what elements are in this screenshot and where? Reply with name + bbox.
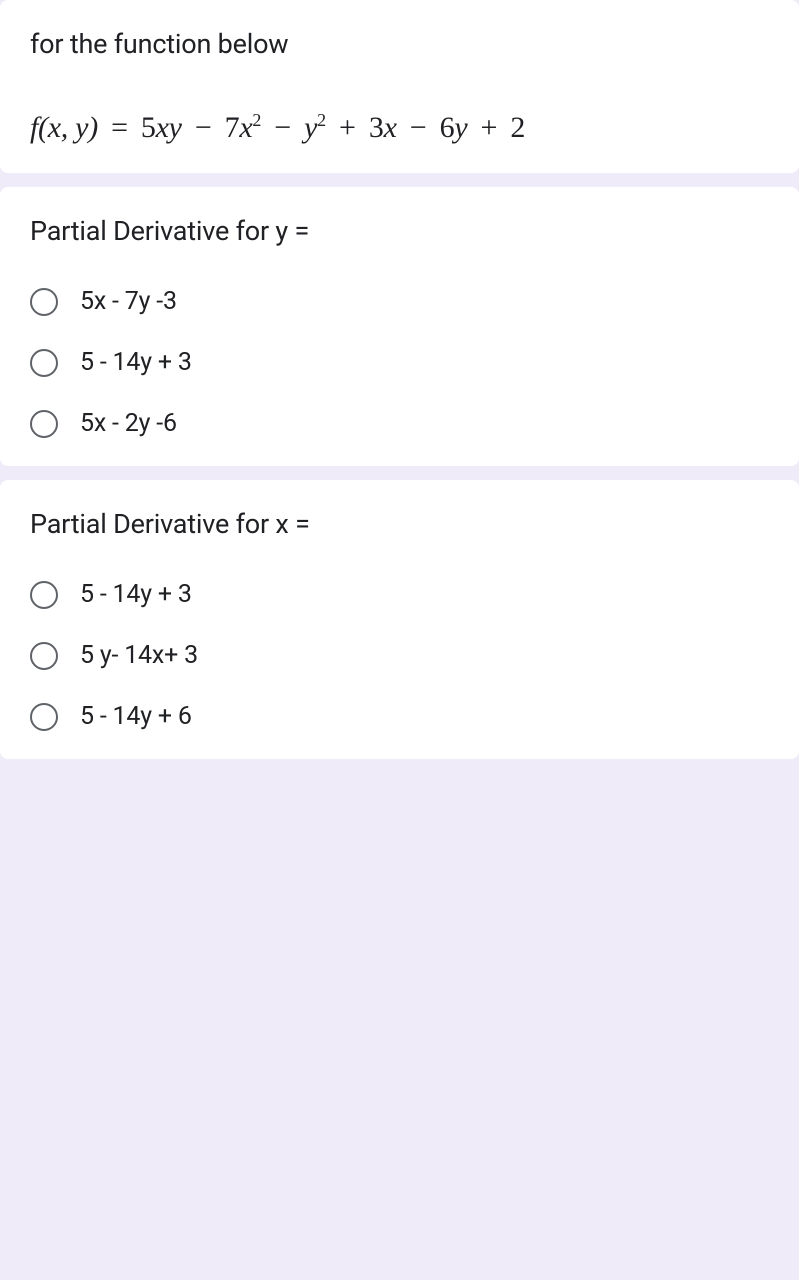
radio-button[interactable]: [30, 703, 58, 731]
radio-option[interactable]: 5 - 14y + 3: [30, 580, 769, 609]
radio-option[interactable]: 5 y- 14x+ 3: [30, 641, 769, 670]
option-label: 5 - 14y + 3: [80, 348, 192, 377]
radio-option[interactable]: 5 - 14y + 3: [30, 348, 769, 377]
question-card-1: Partial Derivative for y = 5x - 7y -3 5 …: [0, 187, 799, 466]
radio-option[interactable]: 5 - 14y + 6: [30, 702, 769, 731]
option-label: 5x - 2y -6: [80, 409, 177, 438]
option-label: 5 y- 14x+ 3: [80, 641, 198, 670]
radio-button[interactable]: [30, 581, 58, 609]
radio-button[interactable]: [30, 410, 58, 438]
radio-button[interactable]: [30, 349, 58, 377]
option-label: 5x - 7y -3: [80, 287, 177, 316]
radio-option[interactable]: 5x - 2y -6: [30, 409, 769, 438]
function-formula: f(x, y) = 5xy − 7x2 − y2 + 3x − 6y + 2: [30, 110, 769, 145]
question-title: Partial Derivative for x =: [30, 508, 769, 540]
option-label: 5 - 14y + 6: [80, 702, 192, 731]
radio-button[interactable]: [30, 288, 58, 316]
intro-text: for the function below: [30, 28, 769, 60]
question-card-2: Partial Derivative for x = 5 - 14y + 3 5…: [0, 480, 799, 759]
option-label: 5 - 14y + 3: [80, 580, 192, 609]
radio-button[interactable]: [30, 642, 58, 670]
intro-card: for the function below f(x, y) = 5xy − 7…: [0, 0, 799, 173]
question-title: Partial Derivative for y =: [30, 215, 769, 247]
radio-option[interactable]: 5x - 7y -3: [30, 287, 769, 316]
